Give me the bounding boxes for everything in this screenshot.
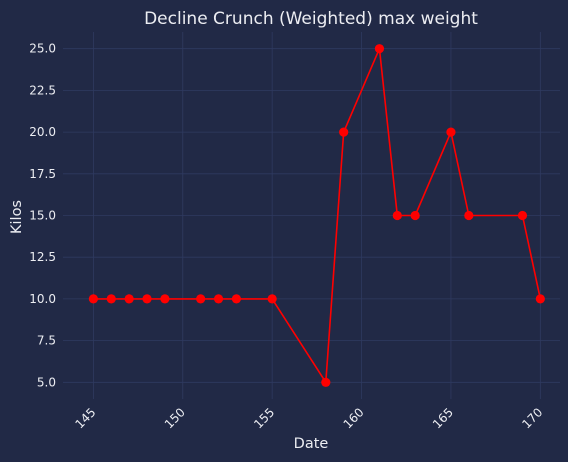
x-axis-label: Date — [294, 436, 329, 452]
y-tick-label: 22.5 — [29, 83, 56, 97]
y-tick-label: 10.0 — [29, 292, 56, 306]
data-point — [267, 294, 277, 304]
y-tick-label: 12.5 — [29, 250, 56, 264]
data-point — [160, 294, 170, 304]
x-tick-label: 170 — [519, 405, 545, 431]
data-point — [321, 377, 331, 387]
x-axis-ticks: 145 150 155 160 165 170 — [72, 405, 545, 431]
x-tick-label: 145 — [72, 405, 98, 431]
data-point — [446, 127, 456, 137]
y-tick-label: 7.5 — [37, 334, 56, 348]
data-point — [106, 294, 116, 304]
y-tick-label: 17.5 — [29, 167, 56, 181]
x-tick-label: 150 — [162, 405, 188, 431]
y-tick-label: 25.0 — [29, 42, 56, 56]
y-tick-label: 15.0 — [29, 209, 56, 223]
data-point — [374, 44, 385, 54]
data-point — [339, 127, 349, 137]
x-tick-label: 155 — [251, 405, 277, 431]
x-tick-label: 160 — [341, 405, 367, 431]
y-tick-label: 5.0 — [37, 375, 56, 389]
x-tick-label: 165 — [430, 405, 456, 431]
data-point — [142, 294, 152, 304]
y-axis-ticks: 5.0 7.5 10.0 12.5 15.0 17.5 20.0 22.5 25.0 — [29, 42, 56, 390]
y-axis-label: Kilos — [9, 200, 25, 234]
data-point — [464, 210, 474, 221]
series-layer — [88, 44, 545, 387]
data-point — [535, 294, 545, 304]
data-point — [392, 210, 402, 221]
grid — [63, 32, 560, 399]
y-tick-label: 20.0 — [29, 125, 56, 139]
data-point — [124, 294, 134, 304]
data-point — [88, 294, 98, 304]
data-point — [213, 294, 224, 304]
data-point — [517, 210, 528, 221]
data-point — [231, 294, 242, 304]
data-point — [410, 210, 420, 221]
chart-title: Decline Crunch (Weighted) max weight — [144, 9, 478, 29]
data-point — [196, 294, 206, 304]
